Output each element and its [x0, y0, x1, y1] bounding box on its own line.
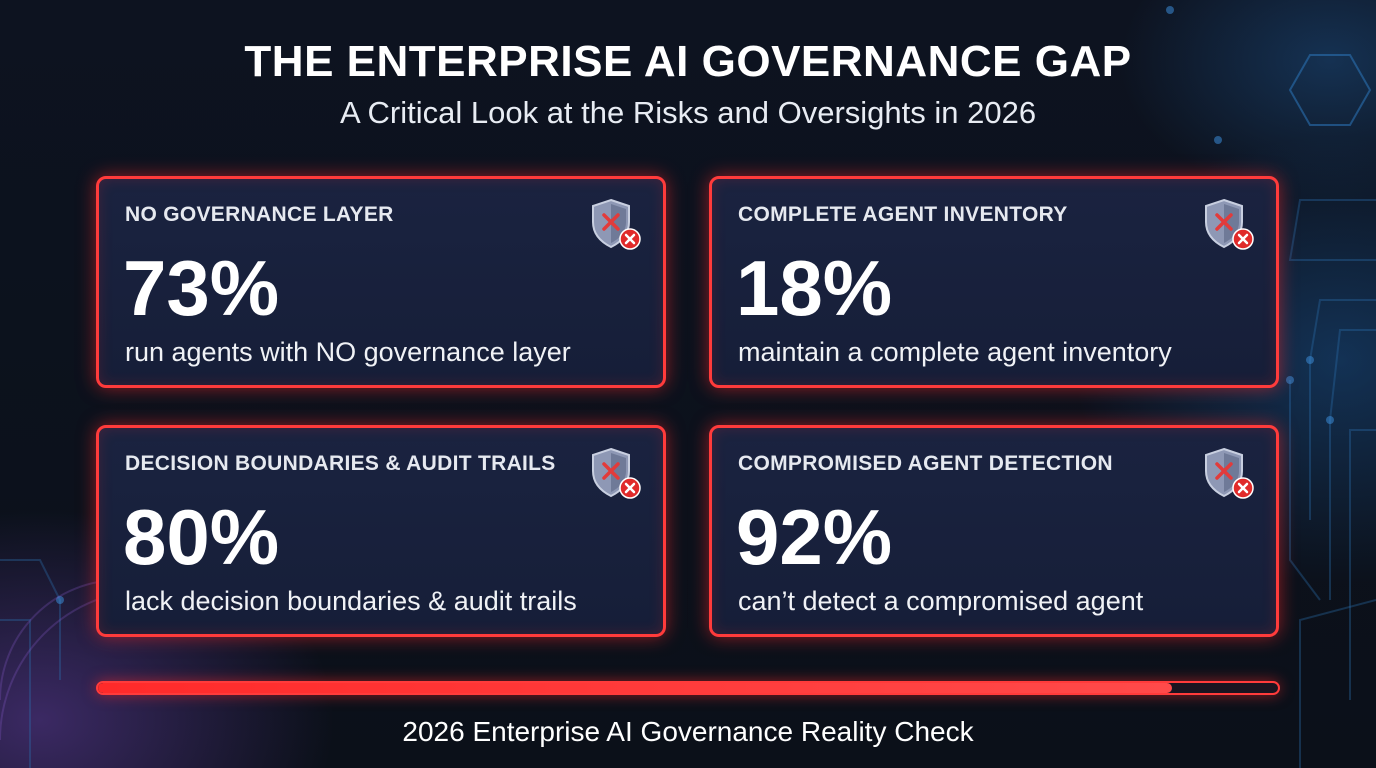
- card-description: lack decision boundaries & audit trails: [125, 586, 577, 616]
- card-description: maintain a complete agent inventory: [738, 337, 1172, 367]
- card-percentage: 80%: [123, 493, 280, 581]
- shield-x-icon: [1205, 198, 1254, 250]
- card-heading: COMPLETE AGENT INVENTORY: [738, 203, 1068, 226]
- stat-card-no-governance-layer: NO GOVERNANCE LAYER 73% run agents with …: [96, 176, 666, 388]
- progress-bar: [96, 681, 1280, 695]
- card-percentage: 18%: [736, 244, 893, 332]
- card-heading: COMPROMISED AGENT DETECTION: [738, 452, 1113, 475]
- progress-bar-fill: [98, 683, 1172, 693]
- shield-x-icon: [592, 198, 641, 250]
- card-description: can’t detect a compromised agent: [738, 586, 1144, 616]
- card-description: run agents with NO governance layer: [125, 337, 571, 367]
- page-title: THE ENTERPRISE AI GOVERNANCE GAP: [244, 37, 1132, 86]
- page-subtitle: A Critical Look at the Risks and Oversig…: [339, 95, 1037, 130]
- stat-card-decision-boundaries: DECISION BOUNDARIES & AUDIT TRAILS 80% l…: [96, 425, 666, 637]
- card-heading: NO GOVERNANCE LAYER: [125, 203, 394, 226]
- stat-card-complete-agent-inventory: COMPLETE AGENT INVENTORY 18% maintain a …: [709, 176, 1279, 388]
- card-heading: DECISION BOUNDARIES & AUDIT TRAILS: [125, 452, 556, 475]
- shield-x-icon: [1205, 447, 1254, 499]
- stat-card-compromised-agent-detection: COMPROMISED AGENT DETECTION 92% can’t de…: [709, 425, 1279, 637]
- card-percentage: 73%: [123, 244, 280, 332]
- card-percentage: 92%: [736, 493, 893, 581]
- footer-caption: 2026 Enterprise AI Governance Reality Ch…: [402, 716, 974, 747]
- shield-x-icon: [592, 447, 641, 499]
